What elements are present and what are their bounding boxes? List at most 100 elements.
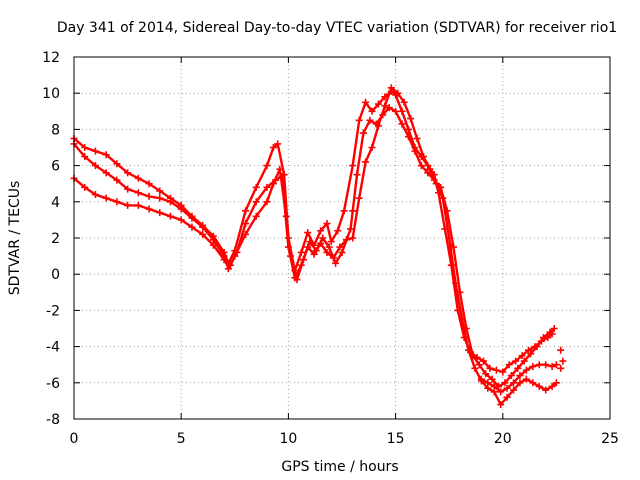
data-point bbox=[145, 192, 153, 200]
data-point bbox=[411, 147, 419, 155]
series-line bbox=[73, 86, 558, 406]
data-point bbox=[227, 261, 235, 269]
data-point bbox=[417, 162, 425, 170]
series-line bbox=[73, 90, 553, 374]
data-point bbox=[113, 176, 121, 184]
y-tick-label: -8 bbox=[46, 412, 60, 428]
data-point bbox=[464, 346, 472, 354]
data-point bbox=[156, 209, 164, 217]
data-point bbox=[91, 191, 99, 199]
data-point bbox=[156, 187, 164, 195]
y-tick-label: -6 bbox=[46, 376, 60, 392]
data-point bbox=[368, 144, 376, 151]
data-point bbox=[368, 107, 376, 115]
data-point bbox=[263, 183, 271, 191]
data-point bbox=[557, 346, 565, 354]
data-point bbox=[304, 229, 312, 237]
tick-labels: 0 5 10 15 20 25 -8 -6 -4 -2 0 2 4 6 8 10 12 bbox=[42, 50, 619, 447]
data-point bbox=[102, 194, 110, 202]
data-point bbox=[445, 234, 453, 242]
data-point bbox=[381, 102, 389, 110]
data-point bbox=[353, 171, 361, 179]
data-point bbox=[477, 375, 485, 383]
data-point bbox=[482, 370, 490, 378]
data-point bbox=[497, 388, 505, 396]
data-point bbox=[404, 133, 412, 141]
data-point bbox=[529, 379, 537, 387]
data-point bbox=[263, 162, 271, 170]
data-point bbox=[488, 375, 496, 383]
data-point bbox=[535, 382, 543, 390]
data-point bbox=[188, 214, 196, 222]
data-series bbox=[70, 84, 567, 409]
data-point bbox=[349, 162, 357, 170]
data-point bbox=[400, 98, 408, 106]
data-point bbox=[166, 198, 174, 206]
data-point bbox=[486, 364, 494, 372]
data-point bbox=[91, 162, 99, 170]
y-tick-label: 0 bbox=[51, 267, 60, 283]
series-line bbox=[73, 106, 556, 388]
data-point bbox=[274, 140, 282, 148]
data-point bbox=[398, 107, 406, 115]
data-point bbox=[385, 104, 393, 112]
y-axis-label: SDTVAR / TECUs bbox=[7, 181, 23, 296]
data-point bbox=[329, 254, 337, 262]
data-point bbox=[317, 239, 325, 247]
data-point bbox=[525, 346, 533, 354]
data-point bbox=[252, 183, 260, 191]
data-point bbox=[510, 386, 518, 394]
y-tick-label: -4 bbox=[46, 340, 60, 356]
y-tick-label: -2 bbox=[46, 303, 60, 319]
data-point bbox=[552, 361, 560, 369]
x-tick-label: 15 bbox=[387, 431, 405, 447]
data-point bbox=[413, 134, 421, 142]
data-point bbox=[533, 343, 541, 351]
y-tick-label: 6 bbox=[51, 159, 60, 175]
data-point bbox=[199, 223, 207, 231]
data-point bbox=[325, 243, 333, 251]
data-point bbox=[317, 227, 325, 235]
data-point bbox=[347, 225, 355, 233]
data-point bbox=[242, 220, 250, 228]
data-point bbox=[550, 325, 558, 332]
data-point bbox=[505, 361, 513, 369]
data-point bbox=[220, 256, 228, 264]
data-point bbox=[426, 165, 434, 173]
data-point bbox=[166, 212, 174, 220]
series-1 bbox=[70, 87, 556, 376]
data-point bbox=[516, 372, 524, 380]
data-point bbox=[501, 379, 509, 387]
plot-frame bbox=[73, 56, 611, 420]
chart-title: Day 341 of 2014, Sidereal Day-to-day VTE… bbox=[57, 20, 617, 36]
data-point bbox=[355, 194, 363, 202]
data-point bbox=[342, 236, 350, 244]
data-point bbox=[340, 207, 348, 215]
data-point bbox=[527, 350, 535, 358]
data-point bbox=[503, 384, 511, 392]
x-tick-label: 20 bbox=[494, 431, 512, 447]
data-point bbox=[81, 153, 89, 161]
data-point bbox=[134, 201, 142, 209]
data-point bbox=[359, 129, 367, 137]
data-point bbox=[310, 250, 318, 258]
data-point bbox=[156, 194, 164, 202]
data-point bbox=[199, 230, 207, 238]
data-point bbox=[548, 363, 556, 371]
data-point bbox=[520, 357, 528, 365]
data-point bbox=[458, 315, 466, 323]
data-point bbox=[304, 243, 312, 251]
data-point bbox=[276, 165, 284, 173]
data-point bbox=[145, 205, 153, 213]
data-point bbox=[419, 153, 427, 161]
data-point bbox=[224, 265, 232, 273]
data-point bbox=[102, 169, 110, 177]
data-point bbox=[334, 227, 342, 235]
data-point bbox=[332, 259, 340, 267]
data-point bbox=[540, 334, 548, 342]
data-point bbox=[387, 84, 395, 92]
data-point bbox=[362, 98, 370, 106]
data-point bbox=[432, 180, 440, 188]
data-point bbox=[514, 364, 522, 372]
data-point bbox=[557, 364, 565, 372]
